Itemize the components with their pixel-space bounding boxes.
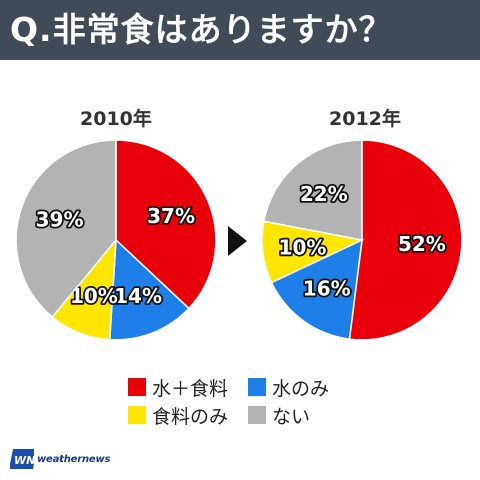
data-label-none: 22% [300, 182, 348, 206]
data-label-water-and-food: 37% [147, 204, 195, 228]
data-label-food-only: 10% [279, 236, 327, 260]
data-label-water-only: 14% [114, 284, 162, 308]
legend-item-none: ない [248, 404, 368, 428]
legend-label: 食料のみ [152, 405, 229, 428]
legend-item-food-only: 食料のみ [128, 404, 248, 428]
legend-swatch [248, 378, 266, 396]
legend: 水＋食料 水のみ 食料のみ ない [128, 376, 368, 428]
legend-item-water-only: 水のみ [248, 376, 368, 400]
wn-logo-icon: WN [10, 449, 34, 469]
legend-label: ない [272, 405, 311, 428]
legend-swatch [128, 378, 146, 396]
chart-title-2010: 2010年 [80, 108, 152, 130]
legend-swatch [128, 406, 146, 424]
legend-item-water-and-food: 水＋食料 [128, 376, 248, 400]
legend-swatch [248, 406, 266, 424]
chart-title-2012: 2012年 [329, 108, 401, 130]
svg-text:WN: WN [14, 454, 34, 467]
legend-label: 水のみ [272, 377, 330, 400]
page-title: Q.非常食はありますか？ [10, 10, 393, 49]
pie-chart-2012: 52% 16% 10% 22% [261, 139, 463, 341]
pie-outline [261, 139, 463, 341]
data-label-water-and-food: 52% [398, 232, 446, 256]
title-bar: Q.非常食はありますか？ [0, 0, 480, 60]
data-label-none: 39% [36, 208, 84, 232]
legend-label: 水＋食料 [152, 377, 229, 400]
pie-chart-2010: 37%14%10%39% [15, 139, 217, 341]
arrow-icon [228, 226, 247, 256]
logo-text: weathernews [37, 453, 111, 465]
pie-outline [15, 139, 217, 341]
data-label-water-only: 16% [303, 277, 351, 301]
weathernews-logo: WN weathernews [10, 447, 110, 471]
